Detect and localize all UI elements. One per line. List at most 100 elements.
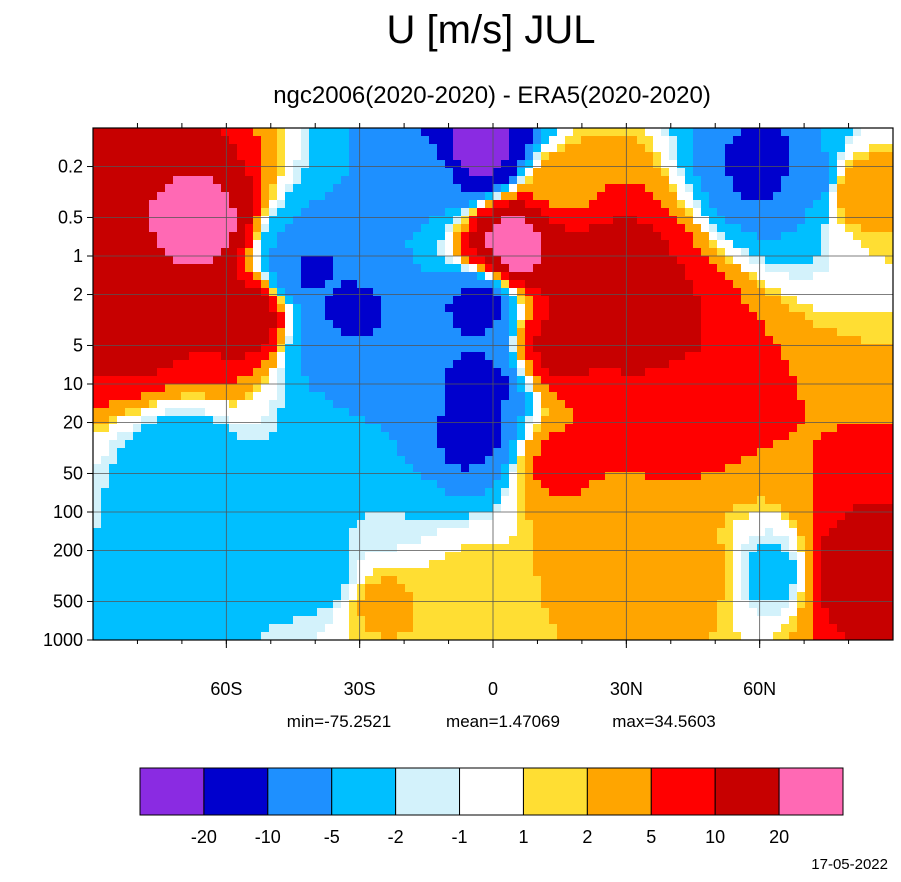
contour-cell xyxy=(117,496,126,505)
contour-cell xyxy=(205,144,214,153)
contour-cell xyxy=(709,488,718,497)
contour-cell xyxy=(181,480,190,489)
contour-cell xyxy=(629,224,638,233)
contour-cell xyxy=(117,416,126,425)
contour-cell xyxy=(437,160,446,169)
contour-cell xyxy=(789,336,798,345)
contour-cell xyxy=(181,248,190,257)
contour-cell xyxy=(661,400,670,409)
contour-cell xyxy=(845,352,854,361)
contour-cell xyxy=(557,160,566,169)
contour-cell xyxy=(573,168,582,177)
contour-cell xyxy=(133,376,142,385)
contour-cell xyxy=(333,192,342,201)
contour-cell xyxy=(269,472,278,481)
contour-cell xyxy=(869,288,878,297)
contour-cell xyxy=(773,360,782,369)
contour-cell xyxy=(397,432,406,441)
contour-cell xyxy=(805,168,814,177)
contour-cell xyxy=(245,144,254,153)
contour-cell xyxy=(717,224,726,233)
contour-cell xyxy=(845,264,854,273)
contour-cell xyxy=(469,136,478,145)
contour-cell xyxy=(221,224,230,233)
contour-cell xyxy=(749,376,758,385)
contour-cell xyxy=(653,464,662,473)
contour-cell xyxy=(389,240,398,249)
contour-cell xyxy=(309,416,318,425)
contour-cell xyxy=(597,472,606,481)
contour-cell xyxy=(637,232,646,241)
contour-cell xyxy=(173,464,182,473)
contour-cell xyxy=(317,496,326,505)
contour-cell xyxy=(277,248,286,257)
contour-cell xyxy=(541,144,550,153)
contour-cell xyxy=(701,472,710,481)
contour-cell xyxy=(301,208,310,217)
contour-cell xyxy=(581,384,590,393)
contour-cell xyxy=(733,408,742,417)
contour-cell xyxy=(373,488,382,497)
contour-cell xyxy=(605,304,614,313)
contour-cell xyxy=(221,472,230,481)
contour-cell xyxy=(637,432,646,441)
contour-cell xyxy=(381,128,390,137)
contour-cell xyxy=(725,424,734,433)
contour-cell xyxy=(725,136,734,145)
contour-cell xyxy=(717,152,726,161)
contour-cell xyxy=(869,352,878,361)
contour-cell xyxy=(181,392,190,401)
contour-cell xyxy=(661,336,670,345)
contour-cell xyxy=(837,256,846,265)
contour-cell xyxy=(421,344,430,353)
contour-cell xyxy=(413,392,422,401)
contour-cell xyxy=(429,128,438,137)
contour-cell xyxy=(589,456,598,465)
contour-cell xyxy=(125,368,134,377)
contour-cell xyxy=(829,520,838,529)
contour-cell xyxy=(701,512,710,521)
contour-cell xyxy=(285,176,294,185)
contour-cell xyxy=(797,360,806,369)
contour-cell xyxy=(197,312,206,321)
contour-cell xyxy=(805,360,814,369)
contour-cell xyxy=(573,144,582,153)
contour-cell xyxy=(669,128,678,137)
contour-cell xyxy=(157,352,166,361)
contour-cell xyxy=(109,256,118,265)
contour-cell xyxy=(885,176,894,185)
contour-cell xyxy=(677,288,686,297)
contour-cell xyxy=(549,176,558,185)
contour-cell xyxy=(181,504,190,513)
contour-cell xyxy=(213,136,222,145)
contour-cell xyxy=(109,296,118,305)
contour-cell xyxy=(293,248,302,257)
contour-cell xyxy=(581,192,590,201)
contour-cell xyxy=(453,360,462,369)
contour-cell xyxy=(597,248,606,257)
contour-cell xyxy=(821,432,830,441)
contour-cell xyxy=(605,176,614,185)
contour-cell xyxy=(813,512,822,521)
contour-cell xyxy=(413,504,422,513)
contour-cell xyxy=(821,352,830,361)
contour-cell xyxy=(261,304,270,313)
contour-cell xyxy=(397,216,406,225)
contour-cell xyxy=(301,256,310,265)
contour-cell xyxy=(397,424,406,433)
contour-cell xyxy=(781,416,790,425)
contour-cell xyxy=(845,400,854,409)
contour-cell xyxy=(589,176,598,185)
contour-cell xyxy=(829,432,838,441)
contour-cell xyxy=(245,312,254,321)
contour-cell xyxy=(581,224,590,233)
contour-cell xyxy=(525,248,534,257)
contour-cell xyxy=(565,304,574,313)
contour-cell xyxy=(765,424,774,433)
contour-cell xyxy=(173,136,182,145)
contour-cell xyxy=(117,328,126,337)
contour-cell xyxy=(141,312,150,321)
contour-cell xyxy=(469,496,478,505)
contour-cell xyxy=(357,272,366,281)
contour-cell xyxy=(845,168,854,177)
